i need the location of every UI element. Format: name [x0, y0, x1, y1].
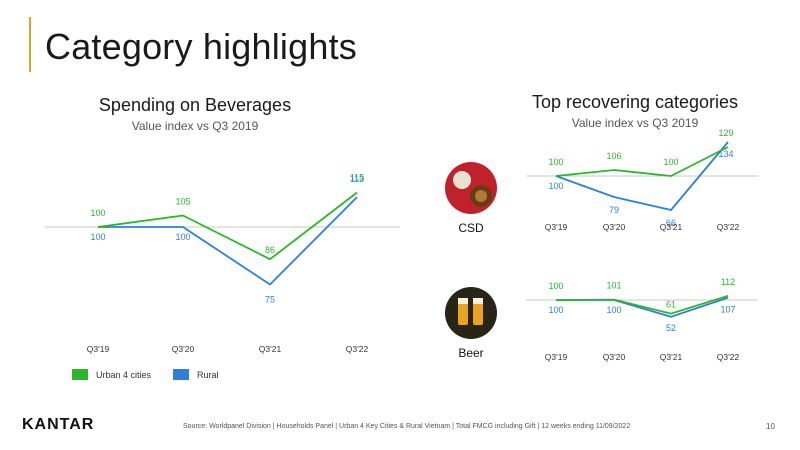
beer-label: Beer — [458, 346, 484, 360]
chart-0-urban-data-label: 100 — [90, 208, 105, 218]
right-chart-title: Top recovering categories — [531, 92, 739, 112]
chart-1-x-tick-label: Q3'19 — [545, 222, 568, 232]
chart-0-urban-data-label: 86 — [265, 245, 275, 255]
chart-0-x-tick-label: Q3'20 — [172, 344, 195, 354]
kantar-logo: KANTAR — [22, 416, 95, 433]
chart-1-x-tick-label: Q3'20 — [603, 222, 626, 232]
chart-1-series-rural-line — [555, 141, 729, 211]
chart-1-rural-data-label: 100 — [548, 181, 563, 191]
chart-0-urban-data-label: 115 — [350, 173, 364, 183]
chart-1-urban-data-label: 106 — [606, 151, 621, 161]
left-chart-title: Spending on Beverages — [98, 95, 292, 115]
legend-swatch-rural — [173, 369, 190, 380]
chart-0-rural-data-label: 100 — [175, 232, 190, 242]
beer-icon — [445, 287, 497, 339]
right-chart-subtitle: Value index vs Q3 2019 — [571, 116, 699, 130]
chart-2-rural-data-label: 107 — [720, 305, 735, 315]
legend-swatch-urban — [72, 369, 88, 380]
chart-2-rural-data-label: 100 — [606, 305, 621, 315]
chart-2-x-tick-label: Q3'21 — [660, 352, 683, 362]
chart-0-rural-data-label: 100 — [90, 232, 105, 242]
legend: Urban 4 cities Rural — [72, 369, 241, 380]
chart-0-rural-data-label: 75 — [265, 295, 275, 305]
chart-2-urban-data-label: 112 — [721, 277, 735, 287]
page-title: Category highlights — [45, 26, 357, 67]
chart-0-rural-data-label: 113 — [350, 174, 364, 184]
chart-2-urban-data-label: 61 — [666, 300, 676, 310]
chart-1-urban-data-label: 100 — [548, 157, 563, 167]
chart-0-urban-data-label: 105 — [175, 197, 190, 207]
chart-1-rural-data-label: 79 — [609, 205, 619, 215]
chart-2-urban-data-label: 100 — [548, 281, 563, 291]
legend-item-rural: Rural — [173, 369, 219, 380]
chart-2-rural-data-label: 100 — [548, 305, 563, 315]
chart-2-x-tick-label: Q3'22 — [717, 352, 740, 362]
chart-1-x-tick-label: Q3'21 — [660, 222, 683, 232]
chart-0-x-tick-label: Q3'19 — [87, 344, 110, 354]
csd-icon — [445, 162, 497, 214]
page-number: 10 — [766, 422, 775, 431]
chart-2-urban-data-label: 101 — [606, 281, 621, 291]
chart-1-urban-data-label: 129 — [718, 128, 733, 138]
csd-label: CSD — [458, 221, 484, 235]
chart-2-x-tick-label: Q3'20 — [603, 352, 626, 362]
chart-1-rural-data-label: 134 — [718, 149, 733, 159]
chart-1-urban-data-label: 100 — [663, 157, 678, 167]
legend-label-rural: Rural — [197, 369, 219, 380]
chart-1-x-tick-label: Q3'22 — [717, 222, 740, 232]
chart-0-x-tick-label: Q3'21 — [259, 344, 282, 354]
left-chart-subtitle: Value index vs Q3 2019 — [131, 119, 259, 133]
chart-0-series-rural-line — [98, 196, 358, 286]
legend-item-urban: Urban 4 cities — [72, 369, 151, 380]
title-accent-bar — [29, 17, 31, 72]
chart-2-x-tick-label: Q3'19 — [545, 352, 568, 362]
chart-0-series-urban-line — [97, 191, 358, 261]
chart-1-rural-data-label: 66 — [666, 218, 676, 228]
chart-2-rural-data-label: 52 — [666, 323, 676, 333]
source-note: Source: Worldpanel Division | Households… — [183, 423, 631, 430]
legend-label-urban: Urban 4 cities — [96, 369, 152, 380]
chart-0-x-tick-label: Q3'22 — [346, 344, 369, 354]
chart-1-series-urban-line — [555, 146, 729, 177]
chart-2-series-urban-line — [555, 294, 729, 315]
